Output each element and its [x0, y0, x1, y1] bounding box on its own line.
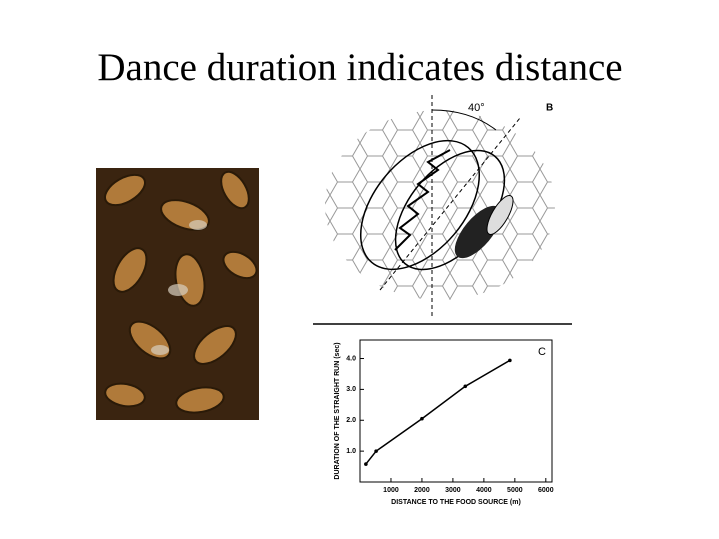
bee-photo	[96, 168, 259, 420]
y-axis-label: DURATION OF THE STRAIGHT RUN (sec)	[334, 342, 341, 479]
data-point	[508, 358, 512, 363]
x-tick-label: 1000	[383, 487, 399, 494]
x-axis-label: DISTANCE TO THE FOOD SOURCE (m)	[391, 499, 521, 506]
data-line	[365, 359, 511, 465]
panel-label: C	[538, 346, 546, 358]
plot-frame	[359, 339, 553, 483]
x-tick-label: 2000	[414, 487, 430, 494]
x-tick-label: 5000	[507, 487, 523, 494]
data-point	[420, 416, 424, 421]
data-point	[374, 449, 378, 453]
y-tick-label: 2.0	[346, 417, 356, 424]
x-tick-label: 4000	[476, 487, 492, 494]
x-tick-label: 6000	[538, 487, 554, 494]
dance-diagram: 40° B	[325, 95, 555, 318]
angle-label: 40°	[468, 102, 485, 114]
slide-title: Dance duration indicates distance	[97, 46, 622, 89]
data-point	[364, 462, 368, 466]
x-tick-label: 3000	[445, 487, 461, 494]
data-point	[463, 384, 468, 389]
panel-label: B	[546, 103, 553, 114]
y-tick-label: 3.0	[346, 386, 356, 393]
y-tick-label: 4.0	[346, 355, 356, 362]
y-tick-label: 1.0	[346, 448, 356, 455]
